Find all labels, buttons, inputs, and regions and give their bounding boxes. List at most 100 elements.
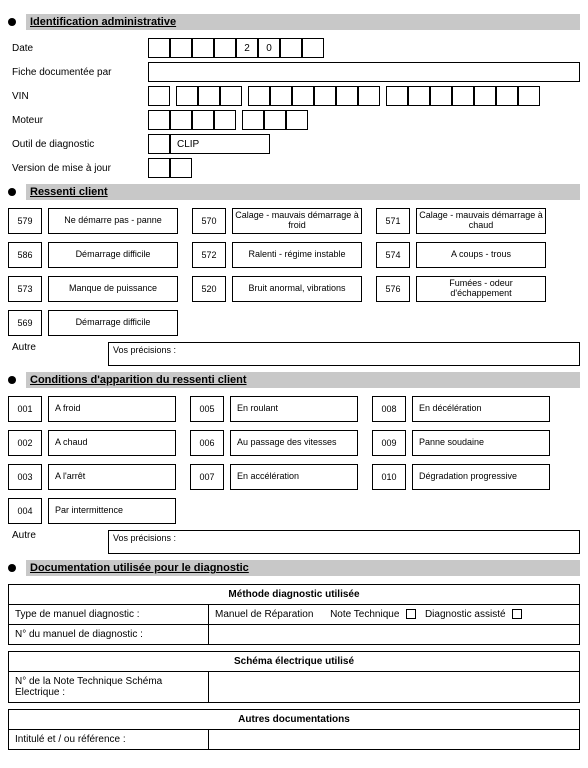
- input-num-manuel[interactable]: [209, 625, 580, 645]
- ressenti-tile[interactable]: 579Ne démarre pas - panne: [8, 208, 178, 234]
- row-autre-cond: Autre Vos précisions :: [8, 530, 580, 554]
- condition-tile[interactable]: 002A chaud: [8, 430, 176, 456]
- ressenti-tile[interactable]: 569Démarrage difficile: [8, 310, 178, 336]
- input-intitule[interactable]: [209, 730, 580, 750]
- date-cell[interactable]: [302, 38, 324, 58]
- vin-cell[interactable]: [336, 86, 358, 106]
- precisions-box[interactable]: Vos précisions :: [108, 342, 580, 366]
- tile-label: Dégradation progressive: [412, 464, 550, 490]
- condition-tile[interactable]: 005En roulant: [190, 396, 358, 422]
- label-vin: VIN: [8, 91, 148, 102]
- version-cell[interactable]: [170, 158, 192, 178]
- date-cell[interactable]: [148, 38, 170, 58]
- vin-cell[interactable]: [198, 86, 220, 106]
- label-date: Date: [8, 43, 148, 54]
- date-cell[interactable]: [280, 38, 302, 58]
- outil-value[interactable]: CLIP: [170, 134, 270, 154]
- tile-label: Ralenti - régime instable: [232, 242, 362, 268]
- date-cell[interactable]: [170, 38, 192, 58]
- input-fiche[interactable]: [148, 62, 580, 82]
- tile-code: 006: [190, 430, 224, 456]
- section-header-doc: Documentation utilisée pour le diagnosti…: [8, 560, 580, 576]
- condition-tile[interactable]: 010Dégradation progressive: [372, 464, 550, 490]
- tile-label: A l'arrêt: [48, 464, 176, 490]
- section-header-conditions: Conditions d'apparition du ressenti clie…: [8, 372, 580, 388]
- ressenti-tile[interactable]: 572Ralenti - régime instable: [192, 242, 362, 268]
- vin-cell[interactable]: [408, 86, 430, 106]
- section-header-ident: Identification administrative: [8, 14, 580, 30]
- tile-code: 571: [376, 208, 410, 234]
- tile-code: 572: [192, 242, 226, 268]
- vin-cell[interactable]: [358, 86, 380, 106]
- outil-cell[interactable]: [148, 134, 170, 154]
- tile-label: Calage - mauvais démarrage à froid: [232, 208, 362, 234]
- ressenti-tile[interactable]: 571Calage - mauvais démarrage à chaud: [376, 208, 546, 234]
- vin-cell[interactable]: [430, 86, 452, 106]
- precisions-box[interactable]: Vos précisions :: [108, 530, 580, 554]
- moteur-cell[interactable]: [148, 110, 170, 130]
- ressenti-tile[interactable]: 573Manque de puissance: [8, 276, 178, 302]
- vin-cell[interactable]: [518, 86, 540, 106]
- tile-code: 570: [192, 208, 226, 234]
- vin-cell[interactable]: [148, 86, 170, 106]
- vin-cell[interactable]: [452, 86, 474, 106]
- condition-tile[interactable]: 003A l'arrêt: [8, 464, 176, 490]
- checkbox-note-tech[interactable]: [406, 609, 416, 619]
- tile-code: 574: [376, 242, 410, 268]
- tile-code: 569: [8, 310, 42, 336]
- moteur-cell[interactable]: [192, 110, 214, 130]
- vin-cell[interactable]: [496, 86, 518, 106]
- date-cell[interactable]: [214, 38, 236, 58]
- ressenti-tile[interactable]: 520Bruit anormal, vibrations: [192, 276, 362, 302]
- ressenti-tile[interactable]: 570Calage - mauvais démarrage à froid: [192, 208, 362, 234]
- condition-tile[interactable]: 009Panne soudaine: [372, 430, 550, 456]
- hdr-autres: Autres documentations: [9, 710, 580, 730]
- vin-cell[interactable]: [386, 86, 408, 106]
- tile-code: 010: [372, 464, 406, 490]
- tile-label: En décélération: [412, 396, 550, 422]
- date-cell[interactable]: 2: [236, 38, 258, 58]
- label-type-manuel: Type de manuel diagnostic :: [9, 605, 209, 625]
- section-header-ressenti: Ressenti client: [8, 184, 580, 200]
- moteur-cell[interactable]: [242, 110, 264, 130]
- bullet-icon: [8, 376, 16, 384]
- condition-tile[interactable]: 008En décélération: [372, 396, 550, 422]
- vin-cell[interactable]: [474, 86, 496, 106]
- diag-table-schema: Schéma électrique utilisé N° de la Note …: [8, 651, 580, 703]
- vin-cell[interactable]: [270, 86, 292, 106]
- condition-tile[interactable]: 007En accélération: [190, 464, 358, 490]
- moteur-cell[interactable]: [214, 110, 236, 130]
- ressenti-tile[interactable]: 576Fumées - odeur d'échappement: [376, 276, 546, 302]
- moteur-cell[interactable]: [264, 110, 286, 130]
- condition-tile[interactable]: 004Par intermittence: [8, 498, 176, 524]
- version-cell[interactable]: [148, 158, 170, 178]
- ressenti-tile[interactable]: 586Démarrage difficile: [8, 242, 178, 268]
- tile-label: Ne démarre pas - panne: [48, 208, 178, 234]
- tile-code: 004: [8, 498, 42, 524]
- tile-code: 007: [190, 464, 224, 490]
- row-autre-ressenti: Autre Vos précisions :: [8, 342, 580, 366]
- section-title-ident: Identification administrative: [26, 14, 580, 30]
- hdr-schema: Schéma électrique utilisé: [9, 652, 580, 672]
- label-autre: Autre: [8, 342, 108, 353]
- vin-cell[interactable]: [248, 86, 270, 106]
- date-cell[interactable]: [192, 38, 214, 58]
- condition-tile[interactable]: 006Au passage des vitesses: [190, 430, 358, 456]
- tile-code: 576: [376, 276, 410, 302]
- row-date: Date 2 0: [8, 38, 580, 58]
- ressenti-tile[interactable]: 574A coups - trous: [376, 242, 546, 268]
- vin-cell[interactable]: [292, 86, 314, 106]
- vin-cell[interactable]: [176, 86, 198, 106]
- input-note-schema[interactable]: [209, 672, 580, 703]
- vin-cell[interactable]: [314, 86, 336, 106]
- hdr-methode: Méthode diagnostic utilisée: [9, 585, 580, 605]
- bullet-icon: [8, 564, 16, 572]
- tile-label: Démarrage difficile: [48, 242, 178, 268]
- date-cell[interactable]: 0: [258, 38, 280, 58]
- moteur-cell[interactable]: [170, 110, 192, 130]
- moteur-cell[interactable]: [286, 110, 308, 130]
- vin-groups: [148, 86, 540, 106]
- checkbox-diag-assiste[interactable]: [512, 609, 522, 619]
- condition-tile[interactable]: 001A froid: [8, 396, 176, 422]
- vin-cell[interactable]: [220, 86, 242, 106]
